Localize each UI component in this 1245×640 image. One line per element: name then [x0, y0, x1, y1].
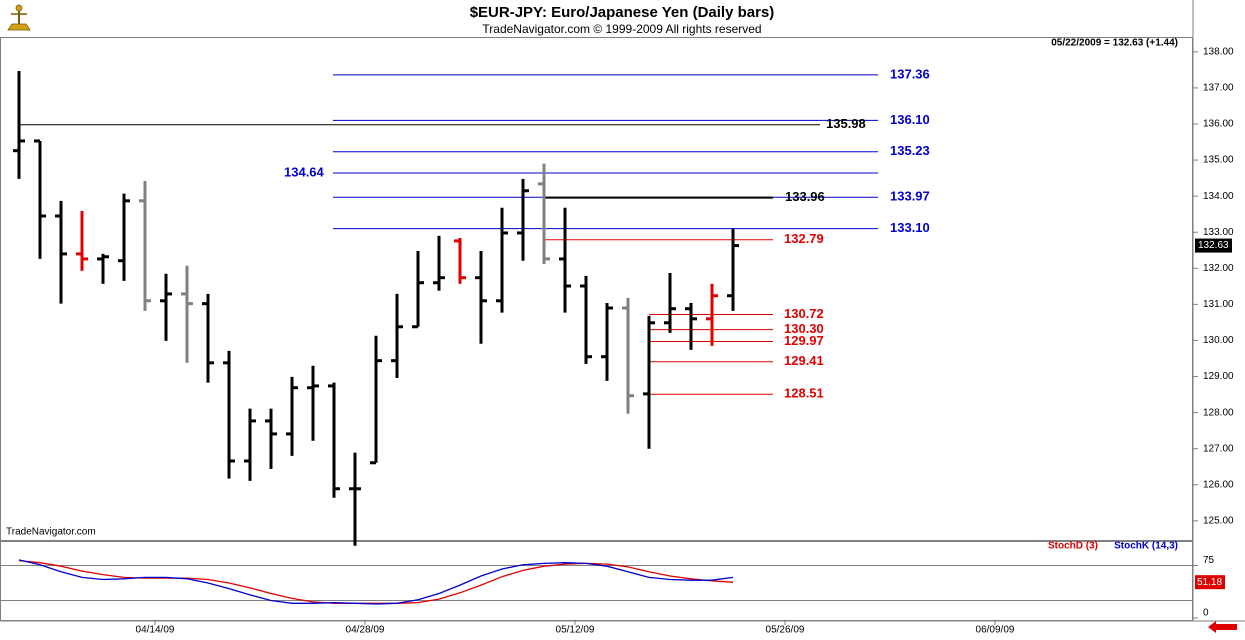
y-tick-label: 128.00	[1203, 407, 1234, 418]
x-tick-label: 04/28/09	[346, 625, 385, 636]
chart-subtitle: TradeNavigator.com © 1999-2009 All right…	[482, 22, 761, 36]
level-label: 135.23	[890, 143, 930, 158]
level-label: 135.98	[826, 116, 866, 131]
stoch-line	[18, 559, 734, 605]
x-tick-label: 05/26/09	[766, 625, 805, 636]
y-tick-label: 133.00	[1203, 227, 1234, 238]
level-label: 137.36	[890, 66, 930, 81]
y-tick-label: 129.00	[1203, 371, 1234, 382]
x-tick-label: 04/14/09	[136, 625, 175, 636]
x-tick-label: 06/09/09	[976, 625, 1015, 636]
y-tick-label: 135.00	[1203, 155, 1234, 166]
y-tick-label: 127.00	[1203, 443, 1234, 454]
scroll-arrow[interactable]	[1208, 621, 1237, 633]
y-tick-label: 75	[1203, 555, 1215, 566]
y-tick-label: 137.00	[1203, 83, 1234, 94]
y-tick-label: 130.00	[1203, 335, 1234, 346]
y-tick-label: 136.00	[1203, 119, 1234, 130]
last-value-box	[1195, 575, 1225, 590]
level-label: 130.72	[784, 306, 824, 321]
legend-entry: StochD (3)	[1048, 541, 1098, 552]
price-annotation: 05/22/2009 = 132.63 (+1.44)	[1051, 38, 1178, 49]
y-tick-label: 126.00	[1203, 479, 1234, 490]
y-tick-label: 138.00	[1203, 46, 1234, 57]
last-value-label: 51.18	[1197, 577, 1222, 588]
chart-title: $EUR-JPY: Euro/Japanese Yen (Daily bars)	[470, 4, 775, 21]
y-tick-label: 132.00	[1203, 263, 1234, 274]
level-label: 134.64	[284, 164, 325, 179]
level-label: 133.97	[890, 189, 930, 204]
x-tick-label: 05/12/09	[556, 625, 595, 636]
last-price-box	[1195, 238, 1232, 253]
level-label: 129.41	[784, 353, 824, 368]
level-label: 130.30	[784, 321, 824, 336]
y-tick-label: 125.00	[1203, 516, 1234, 527]
level-label: 136.10	[890, 112, 930, 127]
level-label: 129.97	[784, 333, 824, 348]
y-tick-label: 0	[1203, 608, 1209, 619]
level-label: 133.96	[785, 189, 825, 204]
watermark: TradeNavigator.com	[6, 527, 96, 538]
legend-entry: StochK (14,3)	[1114, 541, 1178, 552]
level-label: 128.51	[784, 386, 824, 401]
last-price-label: 132.63	[1198, 240, 1229, 251]
level-label: 133.10	[890, 220, 930, 235]
level-label: 132.79	[784, 231, 824, 246]
y-tick-label: 134.00	[1203, 191, 1234, 202]
y-tick-label: 131.00	[1203, 299, 1234, 310]
logo	[7, 4, 31, 31]
